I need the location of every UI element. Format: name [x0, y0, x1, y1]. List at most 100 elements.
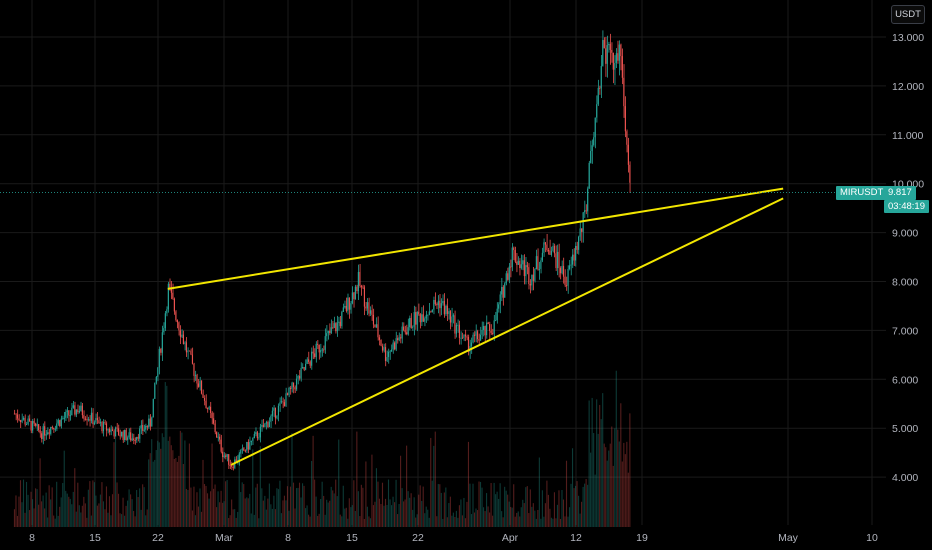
price-tick-label: 12.000: [892, 81, 924, 93]
candle-body: [540, 260, 542, 269]
volume-bar: [614, 428, 616, 527]
candle-body: [375, 324, 378, 328]
volume-bar: [62, 483, 64, 527]
candle-body: [353, 292, 355, 300]
volume-bar: [401, 488, 403, 527]
candle-body: [386, 357, 388, 361]
candle-body: [18, 418, 20, 421]
candle-body: [75, 409, 77, 415]
candle-body: [161, 332, 163, 353]
candle-body: [136, 436, 138, 441]
volume-bar: [605, 447, 607, 527]
candle-body: [418, 311, 420, 315]
candle-body: [345, 306, 347, 311]
candle-body: [294, 387, 296, 390]
candle-countdown: 03:48:19: [884, 200, 929, 213]
candle-body: [90, 412, 92, 421]
volume-bar: [384, 498, 387, 527]
candle-body: [95, 418, 97, 423]
volume-bar: [21, 502, 23, 527]
volume-bar: [38, 504, 40, 527]
trendline-upper: [167, 187, 784, 290]
candle-body: [498, 304, 500, 309]
candle-body: [587, 188, 589, 212]
candle-body: [387, 351, 390, 358]
volume-bar: [541, 490, 543, 527]
time-tick-label: 8: [29, 532, 35, 544]
volume-bar: [562, 499, 565, 527]
volume-bar: [516, 512, 518, 527]
candle-body: [606, 45, 608, 64]
candle-body: [489, 324, 491, 331]
candle-body: [217, 436, 219, 438]
volume-bar: [581, 501, 583, 527]
candle-body: [285, 393, 287, 407]
currency-badge[interactable]: USDT: [891, 5, 925, 24]
volume-bar: [142, 484, 144, 527]
last-price-value: 9.817: [884, 186, 916, 200]
volume-bar: [321, 481, 323, 527]
candle-body: [339, 321, 341, 327]
candle-body: [143, 429, 145, 431]
candle-body: [120, 431, 123, 437]
volume-bar: [77, 482, 79, 527]
candle-body: [629, 164, 631, 183]
candle-body: [117, 428, 120, 436]
volume-bar: [74, 468, 76, 527]
time-axis[interactable]: 8 15 22 Mar 8 15 22 Apr 12 19 May 10: [29, 532, 878, 544]
candle-body: [436, 304, 438, 306]
candle-body: [555, 253, 557, 269]
price-axis[interactable]: 13.00012.00011.00010.0009.0008.0007.0006…: [892, 32, 924, 484]
volume-bar: [593, 433, 595, 527]
volume-bar: [187, 489, 189, 527]
candle-body: [445, 305, 447, 315]
volume-bar: [213, 488, 215, 527]
candle-body: [77, 409, 79, 413]
volume-bar: [508, 501, 510, 527]
candle-body: [535, 256, 537, 270]
volume-bar: [594, 474, 596, 527]
candle-body: [517, 260, 519, 265]
candle-body: [187, 350, 189, 353]
volume-bar: [124, 515, 126, 527]
candle-body: [556, 251, 559, 269]
volume-bar: [564, 516, 566, 527]
volume-bar: [309, 516, 311, 527]
volume-bar: [158, 442, 160, 527]
volume-bar: [179, 430, 181, 527]
trendlines[interactable]: [167, 187, 784, 466]
volume-bar: [268, 483, 270, 527]
volume-bar: [53, 515, 55, 527]
candlesticks[interactable]: [13, 30, 631, 471]
volume-bar: [498, 498, 500, 527]
volume-bar: [18, 496, 20, 527]
volume-bar: [623, 442, 625, 527]
candle-body: [308, 359, 310, 362]
candle-body: [219, 436, 221, 440]
volume-bar: [261, 488, 263, 527]
volume-bar: [178, 455, 180, 527]
candle-body: [166, 309, 168, 314]
volume-bar: [285, 500, 287, 527]
candle-body: [614, 62, 616, 70]
candle-body: [389, 351, 391, 353]
candle-body: [627, 144, 629, 165]
volume-bar: [547, 494, 549, 527]
volume-bar: [458, 505, 460, 527]
candle-body: [199, 380, 201, 387]
candle-body: [265, 421, 267, 424]
candle-body: [137, 436, 139, 439]
candle-body: [579, 228, 581, 237]
volume-bar: [298, 482, 301, 527]
time-tick-label: 8: [285, 532, 291, 544]
volume-bar: [202, 459, 204, 527]
volume-bar: [28, 510, 31, 527]
candle-body: [623, 77, 625, 107]
candle-body: [133, 438, 135, 441]
candle-body: [578, 236, 580, 250]
candle-body: [466, 336, 468, 338]
volume-bar: [200, 511, 203, 527]
volume-bar: [15, 495, 17, 527]
